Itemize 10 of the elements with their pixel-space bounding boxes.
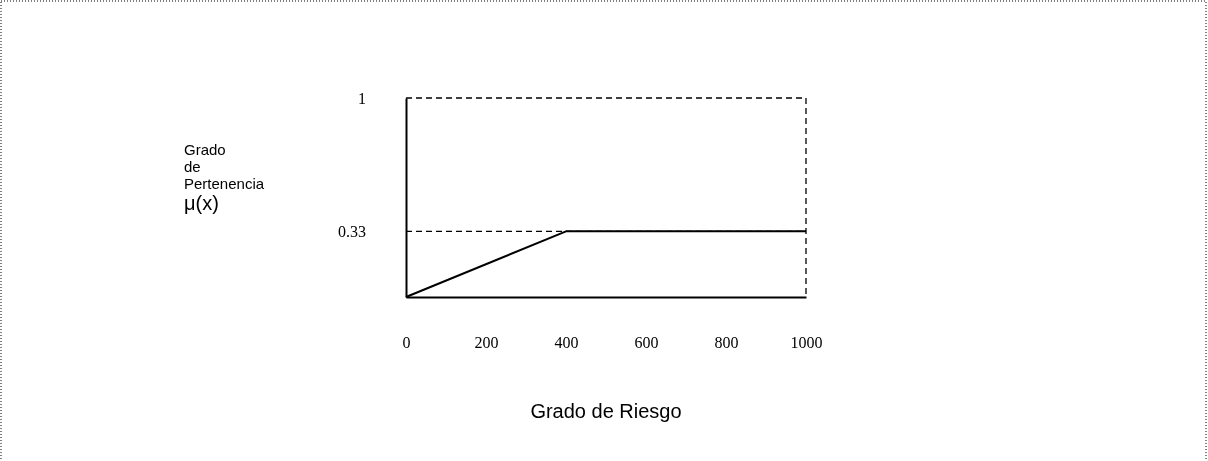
y-axis-title: Grado de Pertenencia μ(x) [184, 141, 265, 214]
x-tick-label: 800 [714, 334, 739, 352]
y-tick-label: 0.33 [338, 222, 366, 240]
x-tick-label: 1000 [790, 334, 823, 352]
x-tick-label: 400 [554, 334, 579, 352]
x-tick-label: 600 [634, 334, 659, 352]
x-axis-title: Grado de Riesgo [530, 400, 682, 422]
y-tick-label: 1 [358, 89, 366, 107]
x-tick-label: 0 [402, 334, 411, 352]
x-tick-label: 200 [474, 334, 499, 352]
